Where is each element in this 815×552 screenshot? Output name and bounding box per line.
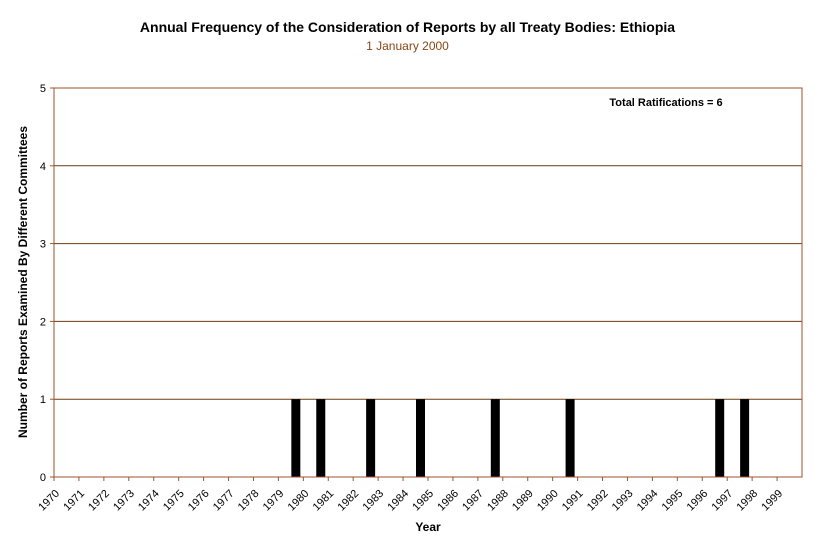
bar-1987 — [490, 399, 500, 477]
y-tick-label: 4 — [40, 161, 46, 173]
x-tick-label: 1972 — [86, 488, 112, 514]
bar-1979 — [291, 399, 301, 477]
x-tick-label: 1973 — [111, 488, 137, 514]
bar-1982 — [366, 399, 376, 477]
y-tick-label: 5 — [40, 83, 46, 95]
x-tick-label: 1996 — [685, 488, 711, 514]
x-tick-label: 1991 — [560, 488, 586, 514]
chart-subtitle: 1 January 2000 — [366, 39, 449, 53]
x-tick-label: 1994 — [635, 488, 661, 514]
bar-1997 — [740, 399, 750, 477]
bar-1980 — [316, 399, 326, 477]
x-tick-label: 1971 — [61, 488, 87, 514]
x-tick-label: 1974 — [136, 488, 162, 514]
x-tick-label: 1975 — [161, 488, 187, 514]
gridlines — [54, 165, 802, 400]
x-tick-label: 1990 — [535, 488, 561, 514]
total-ratifications-annotation: Total Ratifications = 6 — [609, 97, 722, 109]
x-tick-label: 1988 — [485, 488, 511, 514]
x-tick-label: 1980 — [286, 488, 312, 514]
x-tick-label: 1997 — [710, 488, 736, 514]
x-tick-label: 1992 — [585, 488, 611, 514]
x-tick-label: 1998 — [734, 488, 760, 514]
x-tick-label: 1995 — [660, 488, 686, 514]
x-tick-label: 1984 — [385, 488, 411, 514]
x-tick-label: 1983 — [360, 488, 386, 514]
x-tick-labels: 1970 1971 1972 1973 1974 1975 1976 1977 1978 1979… — [36, 477, 785, 513]
x-tick-label: 1985 — [410, 488, 436, 514]
x-tick-label: 1993 — [610, 488, 636, 514]
y-axis-label: Number of Reports Examined By Different … — [16, 126, 30, 438]
x-tick-label: 1970 — [36, 488, 62, 514]
x-tick-label: 1977 — [211, 488, 237, 514]
y-tick-label: 1 — [40, 394, 46, 406]
x-tick-label: 1982 — [336, 488, 362, 514]
y-tick-label: 2 — [40, 316, 46, 328]
chart-title: Annual Frequency of the Consideration of… — [139, 19, 676, 35]
y-tick-label: 3 — [40, 239, 46, 251]
y-tick-labels: 0 1 2 3 4 5 — [40, 83, 54, 484]
x-axis-label: Year — [415, 520, 441, 534]
x-tick-label: 1987 — [460, 488, 486, 514]
bar-1984 — [416, 399, 425, 477]
x-tick-label: 1981 — [311, 488, 337, 514]
y-tick-label: 0 — [40, 472, 46, 484]
x-tick-label: 1979 — [261, 488, 287, 514]
x-tick-label: 1978 — [236, 488, 262, 514]
x-tick-label: 1986 — [435, 488, 461, 514]
x-tick-label: 1989 — [510, 488, 536, 514]
plot-frame — [53, 87, 803, 478]
bars — [291, 399, 750, 477]
bar-1990 — [565, 399, 575, 477]
x-tick-label: 1999 — [759, 488, 785, 514]
bar-1996 — [715, 399, 725, 477]
x-tick-label: 1976 — [186, 488, 212, 514]
